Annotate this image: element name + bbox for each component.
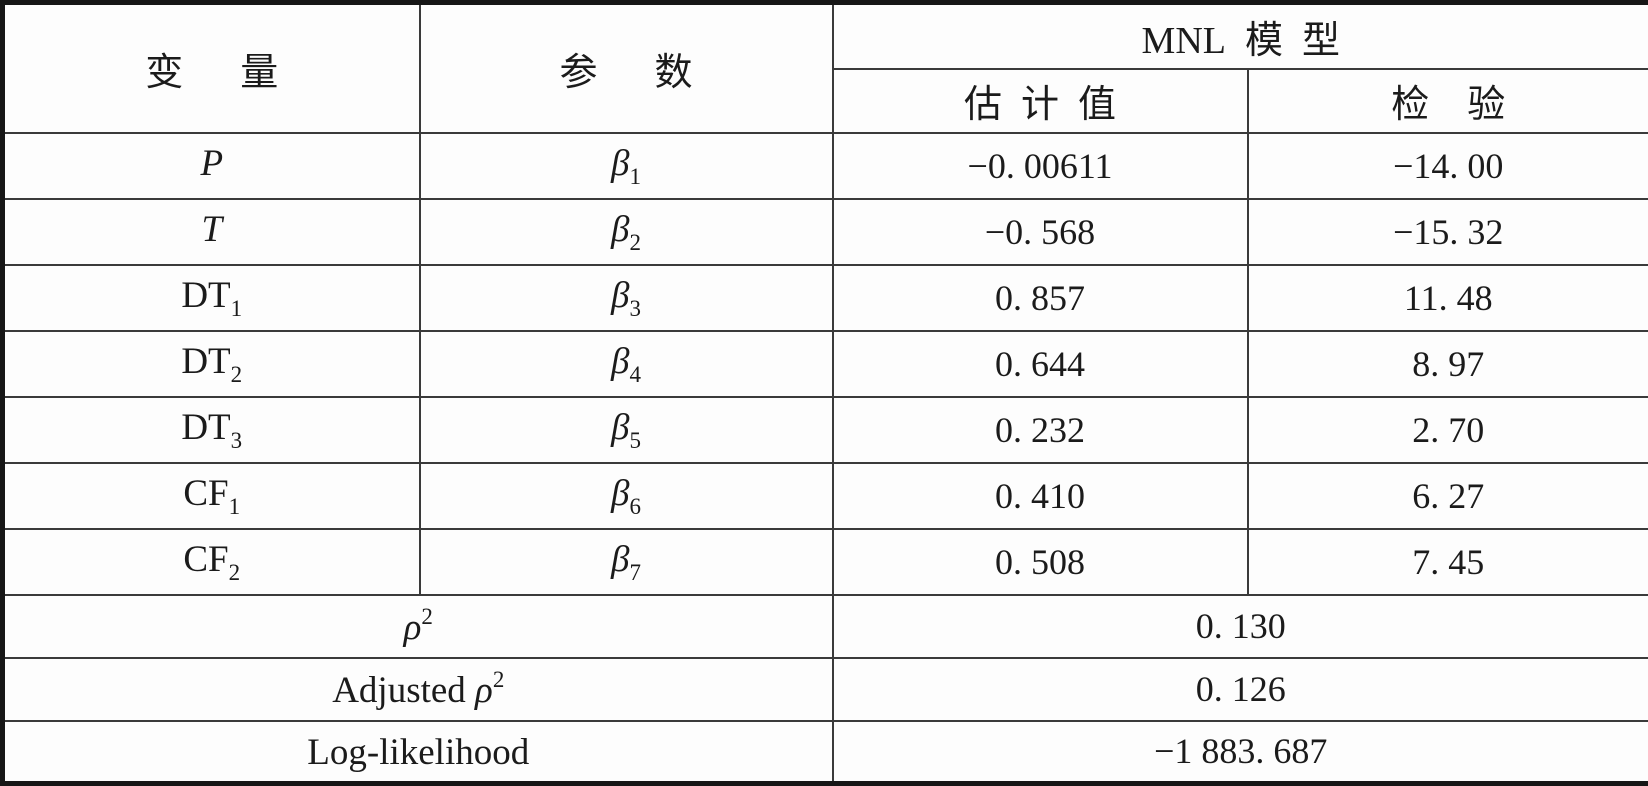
summary-row: ρ2 0. 130	[1, 593, 1648, 659]
table-row: DT1 β3 0. 857 11. 48	[1, 263, 1648, 332]
summary-value: −1 883. 687	[831, 719, 1648, 785]
parameter-subscript: 5	[629, 427, 641, 453]
table-row: DT2 β4 0. 644 8. 97	[1, 329, 1648, 398]
summary-row: Log-likelihood −1 883. 687	[1, 719, 1648, 785]
summary-label: ρ2	[1, 593, 834, 659]
parameter-base: β	[611, 142, 630, 184]
parameter-base: β	[611, 406, 630, 448]
summary-value: 0. 126	[831, 656, 1648, 722]
header-row-top: 变 量 参 数 MNL 模 型	[1, 1, 1648, 134]
summary-label: Log-likelihood	[1, 719, 834, 785]
parameter-base: β	[611, 274, 630, 316]
test-value: −14. 00	[1246, 131, 1648, 200]
variable-cell: DT2	[1, 329, 421, 398]
variable-subscript: 2	[230, 361, 243, 387]
variable-subscript: 2	[228, 559, 241, 585]
table-row: CF1 β6 0. 410 6. 27	[1, 461, 1648, 530]
variable-subscript: 3	[230, 427, 243, 453]
parameter-base: β	[611, 472, 630, 514]
variable-base: CF	[183, 472, 229, 514]
parameter-base: β	[611, 208, 630, 250]
parameter-cell: β6	[418, 461, 834, 530]
parameter-cell: β1	[418, 131, 834, 200]
summary-value: 0. 130	[831, 593, 1648, 659]
parameter-cell: β7	[418, 527, 834, 596]
header-row-sub: 估 计 值 检 验	[3, 67, 1648, 134]
parameter-subscript: 3	[629, 295, 641, 321]
variable-base: DT	[181, 274, 231, 316]
parameter-cell: β3	[418, 263, 834, 332]
variable-base: CF	[183, 538, 229, 580]
variable-base: DT	[181, 406, 231, 448]
table-row: P β1 −0. 00611 −14. 00	[1, 131, 1648, 200]
parameter-base: β	[611, 340, 630, 382]
test-value: 6. 27	[1246, 461, 1648, 530]
parameter-subscript: 6	[629, 493, 641, 519]
parameter-cell: β2	[418, 197, 834, 266]
variable-cell: P	[1, 131, 421, 200]
summary-row: Adjusted ρ2 0. 126	[1, 656, 1648, 722]
variable-base: P	[200, 142, 224, 184]
estimate-value: 0. 857	[831, 263, 1249, 332]
header-mnl-model-group: MNL 模 型	[831, 1, 1648, 70]
parameter-cell: β4	[418, 329, 834, 398]
parameter-base: β	[611, 538, 630, 580]
test-value: 8. 97	[1246, 329, 1648, 398]
header-variable: 变 量	[1, 1, 421, 134]
summary-label-prefix: Log-likelihood	[307, 731, 530, 773]
parameter-subscript: 4	[629, 361, 641, 387]
variable-subscript: 1	[228, 493, 241, 519]
header-estimate: 估 计 值	[831, 67, 1249, 134]
parameter-subscript: 7	[629, 559, 641, 585]
header-parameter: 参 数	[418, 1, 834, 134]
estimate-value: −0. 568	[831, 197, 1249, 266]
variable-base: T	[201, 208, 223, 250]
rho-symbol: ρ	[475, 669, 493, 711]
estimate-value: −0. 00611	[831, 131, 1249, 200]
test-value: 11. 48	[1246, 263, 1648, 332]
parameter-subscript: 2	[629, 229, 641, 255]
test-value: 2. 70	[1246, 395, 1648, 464]
header-test: 检 验	[1246, 67, 1648, 134]
rho-superscript: 2	[421, 603, 433, 629]
variable-base: DT	[181, 340, 231, 382]
variable-cell: T	[1, 197, 421, 266]
variable-subscript: 1	[230, 295, 243, 321]
variable-cell: DT3	[1, 395, 421, 464]
test-value: 7. 45	[1246, 527, 1648, 596]
estimate-value: 0. 644	[831, 329, 1249, 398]
rho-superscript: 2	[492, 666, 505, 692]
estimate-value: 0. 232	[831, 395, 1249, 464]
variable-cell: CF1	[1, 461, 421, 530]
table-row: CF2 β7 0. 508 7. 45	[1, 527, 1648, 596]
table-row: T β2 −0. 568 −15. 32	[1, 197, 1648, 266]
rho-symbol: ρ	[403, 606, 422, 648]
variable-cell: DT1	[1, 263, 421, 332]
variable-cell: CF2	[1, 527, 421, 596]
estimate-value: 0. 410	[831, 461, 1249, 530]
parameter-cell: β5	[418, 395, 834, 464]
summary-label: Adjusted ρ2	[1, 656, 834, 722]
test-value: −15. 32	[1246, 197, 1648, 266]
table-row: DT3 β5 0. 232 2. 70	[1, 395, 1648, 464]
estimate-value: 0. 508	[831, 527, 1249, 596]
summary-label-prefix: Adjusted	[332, 669, 476, 711]
parameter-subscript: 1	[629, 163, 641, 189]
